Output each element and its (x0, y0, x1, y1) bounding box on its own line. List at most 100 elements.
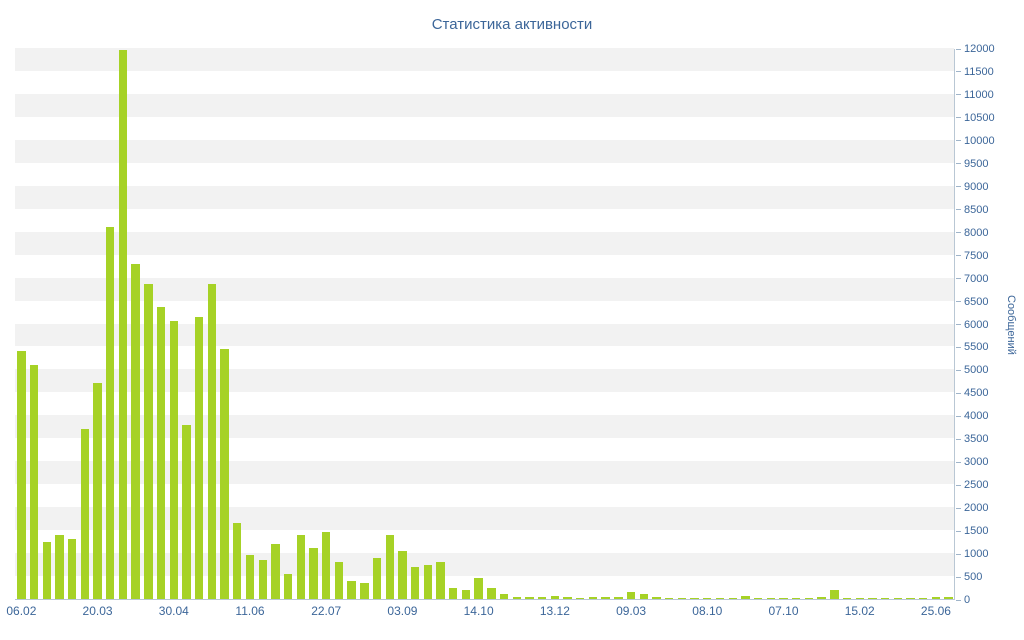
y-tick-label: 5000 (964, 364, 989, 377)
y-tick-label: 11500 (964, 65, 994, 78)
bar-week-47[interactable] (614, 597, 623, 599)
y-tick-mark (956, 209, 961, 211)
bar-week-56[interactable] (728, 598, 737, 599)
bar-week-26[interactable] (347, 581, 356, 599)
bar-week-36[interactable] (474, 578, 483, 599)
bar-week-2[interactable] (42, 542, 51, 599)
bar-week-29[interactable] (385, 535, 394, 599)
y-tick-mark (956, 438, 961, 440)
bar-week-62[interactable] (804, 598, 814, 599)
bar-week-31[interactable] (410, 567, 420, 599)
y-tick-label: 9500 (964, 157, 989, 170)
bar-week-30[interactable] (398, 551, 407, 599)
y-tick-label: 12000 (964, 43, 995, 55)
bar-week-50[interactable] (652, 597, 661, 599)
plot-area (15, 48, 955, 600)
y-tick-mark (956, 392, 961, 394)
bar-week-1[interactable] (29, 365, 39, 599)
bar-week-16[interactable] (220, 349, 229, 599)
plot-stripe (15, 48, 954, 71)
bar-week-66[interactable] (855, 598, 864, 599)
bar-week-21[interactable] (283, 574, 293, 599)
bar-week-35[interactable] (461, 590, 471, 599)
bar-week-6[interactable] (93, 383, 102, 599)
bar-week-27[interactable] (360, 583, 369, 599)
x-tick-label: 22.07 (311, 604, 342, 618)
y-tick-mark (956, 415, 961, 417)
bar-week-63[interactable] (817, 597, 826, 599)
bar-week-25[interactable] (334, 562, 344, 599)
bar-week-67[interactable] (868, 598, 877, 599)
bar-week-44[interactable] (576, 598, 585, 599)
y-tick-mark (956, 140, 961, 142)
bar-week-48[interactable] (626, 592, 636, 599)
bar-week-55[interactable] (715, 598, 725, 599)
y-tick-label: 11000 (964, 88, 994, 101)
bar-week-59[interactable] (766, 598, 775, 599)
bar-week-70[interactable] (906, 598, 915, 599)
bar-week-34[interactable] (449, 588, 458, 599)
bar-week-15[interactable] (207, 284, 217, 599)
bar-week-40[interactable] (525, 597, 534, 599)
bar-week-69[interactable] (893, 598, 903, 599)
bar-week-68[interactable] (880, 598, 890, 599)
bar-week-13[interactable] (182, 425, 191, 599)
bar-week-17[interactable] (233, 523, 242, 599)
y-tick-label: 9000 (964, 180, 989, 193)
bar-week-64[interactable] (830, 590, 839, 599)
bar-week-8[interactable] (118, 50, 128, 599)
x-tick-label: 07.10 (768, 604, 799, 618)
bar-week-57[interactable] (741, 596, 750, 599)
bar-week-49[interactable] (639, 594, 648, 599)
bar-week-60[interactable] (779, 598, 788, 599)
bar-week-39[interactable] (512, 597, 521, 599)
bar-week-53[interactable] (690, 598, 699, 599)
bar-week-52[interactable] (677, 598, 687, 599)
bar-week-71[interactable] (919, 598, 928, 599)
bar-week-7[interactable] (106, 227, 115, 599)
bar-week-38[interactable] (499, 594, 509, 599)
x-tick-label: 25.06 (920, 604, 951, 618)
y-tick-label: 1000 (964, 548, 989, 561)
plot-stripe (15, 553, 954, 577)
bar-week-46[interactable] (601, 597, 610, 599)
bar-week-10[interactable] (144, 284, 153, 599)
bar-week-4[interactable] (67, 539, 77, 599)
bar-week-72[interactable] (931, 597, 941, 599)
bar-week-37[interactable] (487, 588, 496, 599)
bar-week-41[interactable] (537, 597, 547, 599)
bar-week-14[interactable] (194, 317, 204, 599)
bar-week-61[interactable] (792, 598, 801, 599)
x-tick-label: 20.03 (82, 604, 113, 618)
bar-week-18[interactable] (245, 555, 255, 599)
y-tick-mark (956, 461, 961, 463)
x-tick-label: 08.10 (692, 604, 723, 618)
bar-week-32[interactable] (423, 565, 433, 599)
bar-week-42[interactable] (550, 596, 560, 599)
bar-week-24[interactable] (322, 532, 331, 599)
plot-stripe (15, 93, 954, 117)
bar-week-9[interactable] (131, 264, 140, 599)
bar-week-19[interactable] (258, 560, 267, 599)
bar-week-43[interactable] (563, 597, 572, 599)
bar-week-11[interactable] (156, 307, 166, 599)
bar-week-45[interactable] (588, 597, 598, 599)
y-tick-mark (956, 507, 961, 509)
bar-week-33[interactable] (436, 562, 445, 599)
bar-week-0[interactable] (17, 351, 26, 599)
x-tick-label: 03.09 (387, 604, 418, 618)
bar-week-28[interactable] (372, 558, 382, 599)
bar-week-65[interactable] (842, 598, 852, 599)
bar-week-54[interactable] (703, 598, 712, 599)
plot-stripe (15, 185, 954, 209)
bar-week-58[interactable] (753, 598, 763, 599)
bar-week-20[interactable] (271, 544, 280, 599)
bar-week-3[interactable] (55, 535, 64, 599)
bar-week-12[interactable] (169, 321, 178, 599)
bar-week-22[interactable] (296, 535, 305, 599)
bar-week-51[interactable] (664, 598, 674, 599)
y-tick-label: 3500 (964, 433, 989, 446)
bar-week-23[interactable] (309, 548, 318, 599)
bar-week-73[interactable] (944, 597, 953, 599)
bar-week-5[interactable] (80, 429, 90, 599)
